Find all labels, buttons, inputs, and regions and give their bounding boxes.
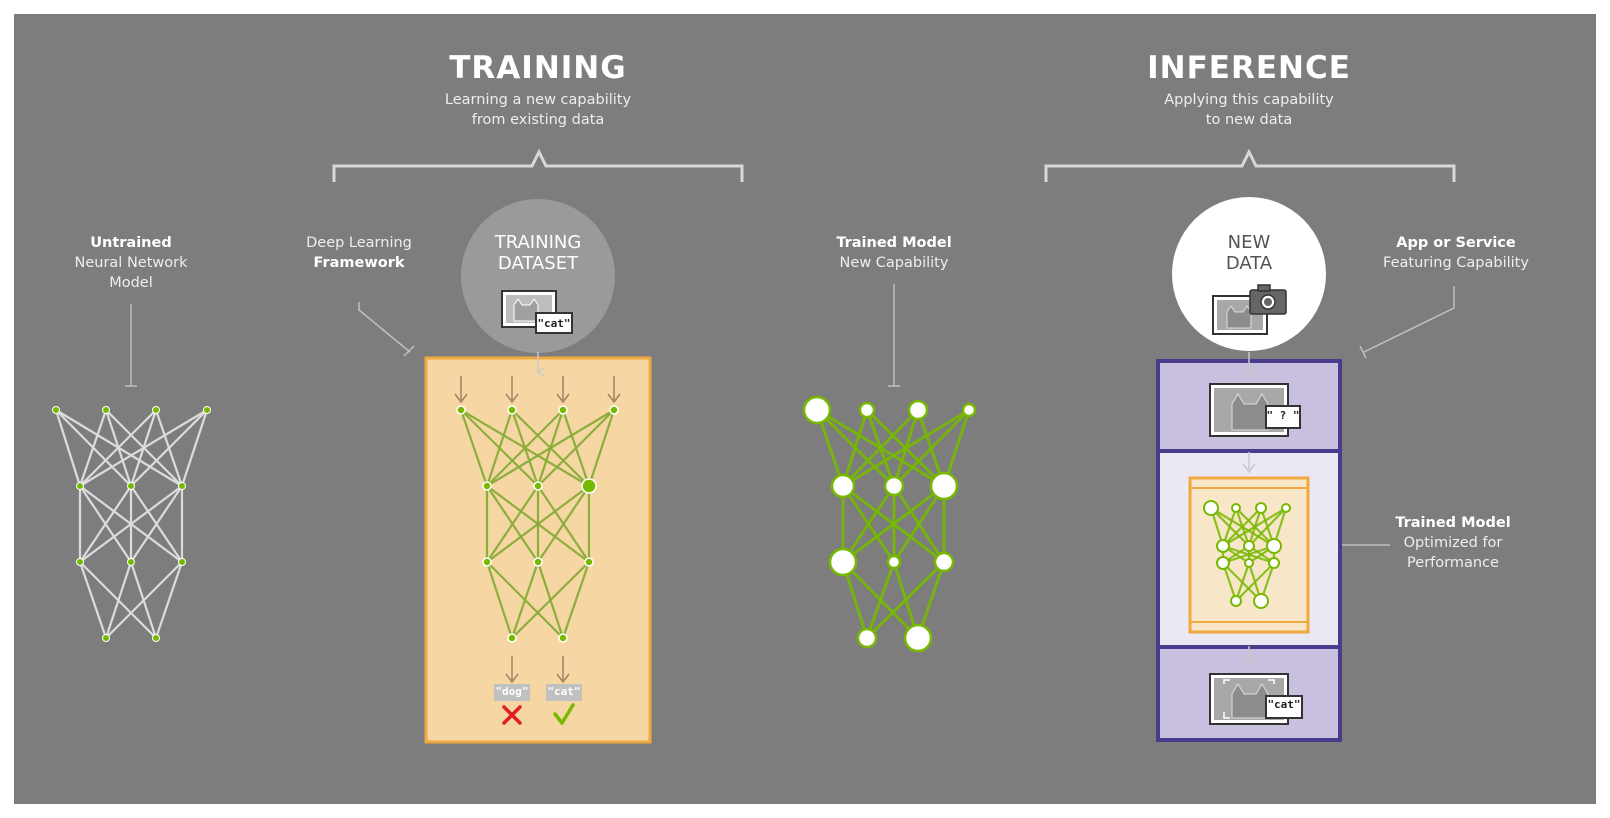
training-dataset-line2: DATASET [497, 253, 579, 274]
inference-cat-tag: "cat" [1267, 698, 1301, 711]
trained-model-label: Trained Model New Capability [809, 233, 979, 273]
untrained-label: Untrained Neural Network Model [46, 233, 216, 293]
untrained-label-line1: Untrained [90, 235, 172, 251]
new-data-circle [1172, 197, 1326, 351]
optimized-model-label: Trained Model Optimized for Performance [1378, 513, 1528, 573]
correct-check-icon [553, 703, 575, 725]
training-title: TRAINING [449, 50, 627, 86]
inference-output-image [1209, 673, 1303, 725]
new-data-line1: NEW [1227, 232, 1271, 253]
training-subtitle: Learning a new capability from existing … [338, 90, 738, 130]
inference-title: INFERENCE [1147, 50, 1351, 86]
new-data-line2: DATA [1225, 253, 1273, 274]
training-dataset-circle [461, 199, 615, 353]
dog-tag-box [494, 684, 530, 701]
app-service-leader [1363, 286, 1455, 353]
training-dataset-line1: TRAINING [494, 232, 582, 253]
dog-tag: "dog" [495, 685, 529, 698]
app-service-label: App or Service Featuring Capability [1366, 233, 1546, 273]
untrained-label-line2: Neural Network [74, 255, 188, 271]
trained-network [802, 395, 977, 653]
inference-subtitle-line1: Applying this capability [1164, 92, 1334, 108]
training-network [456, 405, 619, 643]
training-brace [332, 148, 744, 182]
diagram-canvas: TRAINING Learning a new capability from … [14, 14, 1596, 804]
app-service-label-line2: Featuring Capability [1383, 255, 1529, 271]
optimized-network [1203, 500, 1291, 609]
trained-model-label-line2: New Capability [839, 255, 949, 271]
question-tag: " ? " [1266, 409, 1300, 422]
optimized-label-line2: Optimized for [1403, 535, 1503, 551]
framework-label-line1: Deep Learning [306, 235, 412, 251]
cat-tag-box [546, 684, 582, 701]
training-output-arrows [505, 656, 570, 684]
dataset-cat-tag: "cat" [537, 317, 571, 330]
inference-subtitle: Applying this capability to new data [1049, 90, 1449, 130]
dataset-image [501, 290, 573, 334]
framework-label-line2: Framework [313, 255, 405, 271]
optimized-label-line3: Performance [1407, 555, 1499, 571]
trained-model-label-line1: Trained Model [836, 235, 952, 251]
wrong-x-icon [502, 705, 522, 725]
training-subtitle-line1: Learning a new capability [444, 92, 632, 108]
camera-icon [1249, 284, 1287, 315]
app-service-label-line1: App or Service [1396, 235, 1516, 251]
training-input-arrows [454, 376, 621, 404]
new-data-label: NEW DATA [1179, 232, 1319, 274]
training-dataset-label: TRAINING DATASET [468, 232, 608, 274]
training-subtitle-line2: from existing data [471, 112, 605, 128]
inference-input-image [1209, 383, 1301, 437]
framework-label: Deep Learning Framework [284, 233, 434, 273]
untrained-label-line3: Model [109, 275, 153, 291]
inference-subtitle-line2: to new data [1205, 112, 1293, 128]
inference-brace [1044, 148, 1456, 182]
diagram-graphics [52, 148, 1456, 744]
optimized-label-line1: Trained Model [1395, 515, 1511, 531]
framework-leader [358, 302, 411, 353]
untrained-network [52, 406, 211, 642]
cat-tag: "cat" [547, 685, 581, 698]
